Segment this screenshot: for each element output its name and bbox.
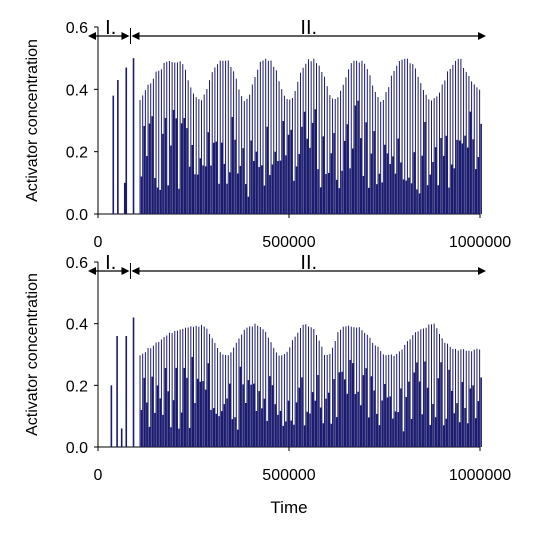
x-tick-label: 1000000	[449, 467, 511, 484]
y-axis-label: Activator concentration	[24, 39, 41, 202]
region-arrow-head-right	[121, 267, 130, 275]
region-label: II.	[300, 252, 317, 274]
y-tick-label: 0.4	[66, 317, 88, 334]
region-arrow-head-left	[88, 32, 96, 40]
y-tick-label: 0.0	[66, 207, 88, 224]
region-arrow-head-left	[131, 267, 140, 275]
top-panel: 0.0 0.2 0.4 0.6 0 500000 1000000 Activator conc…	[24, 17, 511, 251]
region-arrow-head-left	[88, 267, 96, 275]
region-arrow-head-left	[131, 32, 140, 40]
x-tick-label: 1000000	[449, 234, 511, 251]
y-tick-label: 0.4	[66, 82, 88, 99]
region-label: II.	[300, 17, 317, 39]
y-tick-label: 0.0	[66, 440, 88, 457]
x-tick-label: 0	[94, 234, 103, 251]
region-arrow-head-right	[121, 32, 130, 40]
region-label: I.	[105, 17, 116, 39]
bottom-panel: 0.0 0.2 0.4 0.6 0 500000 1000000 Activator conc…	[24, 252, 511, 484]
region-arrow-head-right	[478, 267, 486, 275]
y-tick-label: 0.2	[66, 145, 88, 162]
x-tick-label: 500000	[262, 234, 315, 251]
x-tick-label: 0	[94, 467, 103, 484]
y-axis-label: Activator concentration	[24, 273, 41, 436]
y-tick-label: 0.2	[66, 378, 88, 395]
y-tick-label: 0.6	[66, 20, 88, 37]
x-tick-label: 500000	[262, 467, 315, 484]
region-label: I.	[105, 252, 116, 274]
y-tick-label: 0.6	[66, 255, 88, 272]
region-arrow-head-right	[478, 32, 486, 40]
x-axis-label: Time	[270, 498, 307, 517]
